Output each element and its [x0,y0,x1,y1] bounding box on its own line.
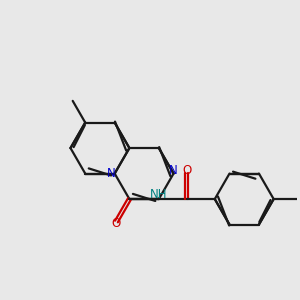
Text: NH: NH [150,188,168,201]
Text: N: N [169,164,178,176]
Text: O: O [182,164,191,177]
Text: O: O [112,218,121,230]
Text: N: N [106,167,115,180]
